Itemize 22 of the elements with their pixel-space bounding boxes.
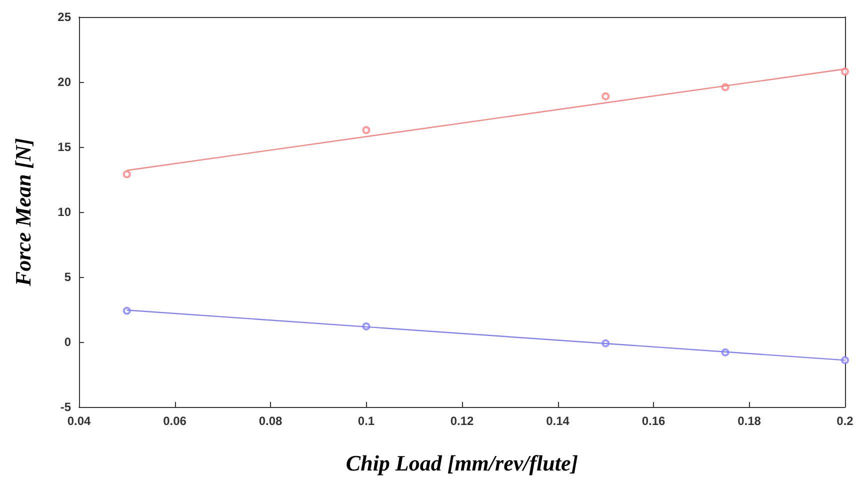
x-tick-label: 0.12 bbox=[450, 414, 474, 428]
y-tick-label: 5 bbox=[64, 270, 72, 284]
point bbox=[122, 170, 131, 178]
y-tick-label: 15 bbox=[58, 140, 72, 154]
x-tick-label: 0.14 bbox=[546, 414, 570, 428]
x-tick-label: 0.1 bbox=[358, 414, 375, 428]
point bbox=[602, 92, 610, 100]
y-axis-title: Force Mean [N] bbox=[10, 138, 36, 287]
y-tick-label: 20 bbox=[58, 75, 72, 89]
y-tick-label: 10 bbox=[58, 205, 72, 219]
point bbox=[362, 126, 370, 134]
x-tick-label: 0.04 bbox=[67, 414, 91, 428]
x-tick-label: 0.2 bbox=[836, 414, 854, 428]
x-tick-label: 0.08 bbox=[258, 414, 282, 428]
x-tick-label: 0.06 bbox=[163, 414, 187, 428]
y-tick-label: 25 bbox=[58, 10, 72, 24]
point bbox=[841, 68, 849, 76]
x-tick-label: 0.16 bbox=[642, 414, 666, 428]
x-tick-label: 0.18 bbox=[738, 414, 762, 428]
x-axis-title: Chip Load [mm/rev/flute] bbox=[346, 450, 578, 476]
y-tick-label: 0 bbox=[64, 335, 72, 349]
y-tick-label: -5 bbox=[60, 400, 72, 414]
